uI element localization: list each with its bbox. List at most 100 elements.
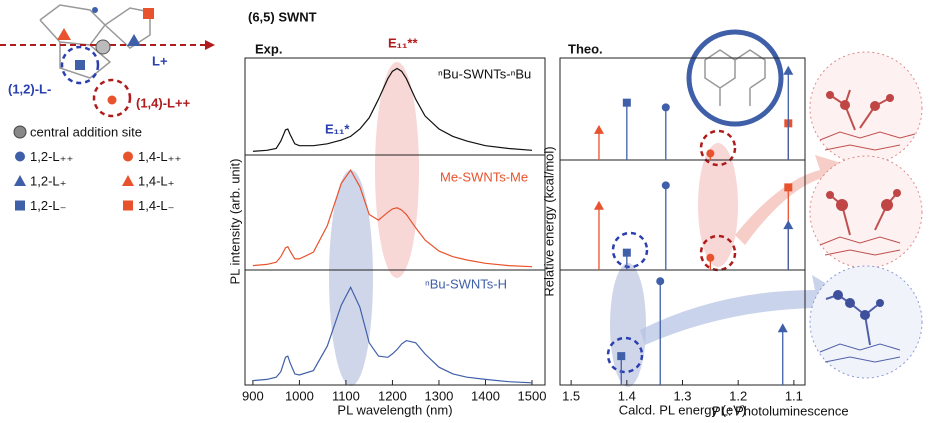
series-label: ⁿBu-SWNTs-H — [425, 276, 507, 291]
highlight — [611, 231, 649, 269]
atom — [881, 199, 893, 211]
atom — [836, 199, 848, 211]
central-site — [95, 39, 111, 55]
marker — [13, 125, 27, 139]
scheme-marker — [127, 34, 141, 46]
figure-title: (6,5) SWNT — [248, 9, 317, 24]
legend-label: 1,4-L₋ — [138, 198, 175, 213]
marker — [123, 151, 133, 162]
x-tick-label: 1400 — [471, 388, 500, 403]
chart-title: Theo. — [568, 41, 603, 56]
legend-label: central addition site — [30, 124, 142, 139]
marker — [15, 200, 25, 211]
arrow — [640, 275, 850, 345]
highlight-band — [329, 170, 373, 386]
marker — [15, 151, 25, 162]
x-tick-label: 1.4 — [618, 388, 636, 403]
x-tick-label: 1.3 — [673, 388, 691, 403]
highlight — [699, 234, 737, 272]
x-tick-label: 1.5 — [562, 388, 580, 403]
scheme-label: (1,2)-L- — [8, 81, 51, 96]
scheme-label: L+ — [152, 53, 168, 68]
footnote: PL: Photoluminescence — [712, 403, 849, 418]
series-label: Me-SWNTs-Me — [440, 169, 528, 184]
marker — [661, 181, 670, 190]
scheme-marker — [143, 8, 154, 19]
atom — [826, 91, 834, 99]
legend-label: 1,2-L₊ — [30, 173, 67, 188]
x-tick-label: 1300 — [424, 388, 453, 403]
highlight-band — [375, 62, 419, 278]
spectrum-line — [252, 168, 533, 268]
marker — [656, 277, 665, 286]
arrow — [735, 155, 848, 245]
highlight — [606, 336, 644, 374]
atom — [886, 94, 894, 102]
atom — [860, 310, 870, 320]
marker — [706, 149, 715, 158]
scheme-label: (1,4)-L++ — [136, 95, 191, 110]
marker — [777, 323, 788, 333]
marker — [661, 103, 670, 112]
x-tick-label: 1.2 — [729, 388, 747, 403]
marker — [783, 220, 794, 230]
annotation: E₁₁* — [325, 121, 350, 136]
marker — [706, 253, 715, 262]
marker — [593, 124, 604, 134]
legend-label: 1,4-L₊ — [138, 173, 175, 188]
marker — [783, 65, 794, 75]
x-tick-label: 1200 — [378, 388, 407, 403]
highlight — [699, 129, 737, 167]
series-label: ⁿBu-SWNTs-ⁿBu — [438, 66, 531, 81]
x-tick-label: 1.1 — [785, 388, 803, 403]
plot-frame — [244, 57, 546, 386]
x-axis-label: Calcd. PL energy (eV) — [619, 402, 746, 417]
atom — [876, 299, 884, 307]
spectrum-line — [252, 67, 533, 152]
lattice — [819, 236, 901, 256]
marker — [593, 200, 604, 210]
atom — [870, 101, 880, 111]
highlight — [60, 45, 100, 85]
scheme-marker — [57, 28, 71, 40]
legend-label: 1,4-L₊₊ — [138, 149, 181, 164]
legend: central addition site 1,2-L₊₊ 1,4-L₊₊ 1,2-L… — [13, 124, 181, 213]
y-axis-label: Relative energy (kcal/mol) — [541, 146, 556, 296]
molecule-frame — [809, 51, 923, 165]
marker — [622, 98, 631, 107]
highlight-band — [698, 143, 738, 267]
marker — [622, 248, 631, 257]
marker — [617, 352, 626, 361]
legend-label: 1,2-L₊₊ — [30, 149, 73, 164]
nanotube-lattice — [704, 49, 766, 106]
scheme-marker — [75, 60, 85, 70]
legend-label: 1,2-L₋ — [30, 198, 67, 213]
atom — [826, 191, 834, 199]
chart-title: Exp. — [255, 41, 282, 56]
y-axis-label: PL intensity (arb. unit) — [227, 159, 242, 285]
lattice — [819, 131, 916, 151]
atom — [840, 100, 850, 110]
x-axis-label: PL wavelength (nm) — [337, 402, 452, 417]
molecules — [809, 51, 923, 379]
scheme-marker — [92, 7, 98, 13]
x-tick-label: 1100 — [332, 388, 360, 403]
x-tick-label: 900 — [242, 388, 264, 403]
x-tick-label: 1500 — [518, 388, 547, 403]
atom — [833, 290, 843, 300]
ring — [59, 42, 112, 79]
marker — [784, 183, 793, 192]
atom — [845, 298, 855, 308]
x-tick-label: 1000 — [285, 388, 314, 403]
highlight — [92, 78, 132, 118]
bonds — [829, 192, 898, 236]
annotation: E₁₁** — [388, 35, 418, 50]
arrow-head — [205, 40, 215, 50]
marker — [123, 200, 133, 211]
scheme-marker — [107, 95, 117, 105]
atom — [893, 189, 901, 197]
marker — [122, 175, 134, 186]
